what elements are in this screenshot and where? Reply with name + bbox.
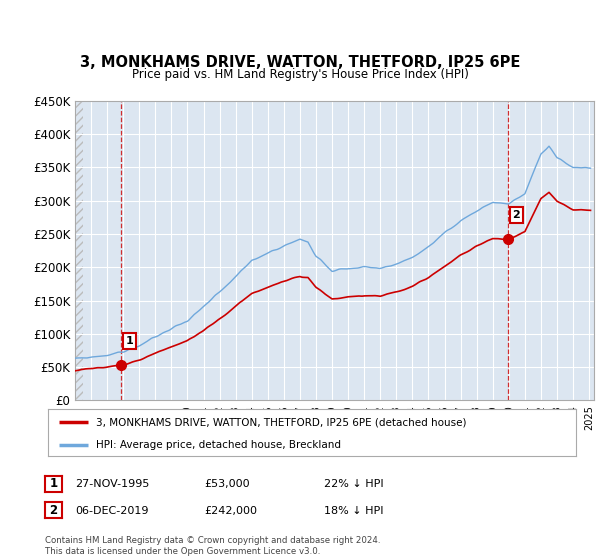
Text: 2: 2 bbox=[512, 210, 520, 220]
Text: £242,000: £242,000 bbox=[204, 506, 257, 516]
Text: 3, MONKHAMS DRIVE, WATTON, THETFORD, IP25 6PE: 3, MONKHAMS DRIVE, WATTON, THETFORD, IP2… bbox=[80, 55, 520, 70]
Text: 3, MONKHAMS DRIVE, WATTON, THETFORD, IP25 6PE (detached house): 3, MONKHAMS DRIVE, WATTON, THETFORD, IP2… bbox=[95, 417, 466, 427]
Text: Price paid vs. HM Land Registry's House Price Index (HPI): Price paid vs. HM Land Registry's House … bbox=[131, 68, 469, 81]
Text: 1: 1 bbox=[125, 336, 133, 346]
Bar bbox=[75, 101, 83, 400]
Text: 22% ↓ HPI: 22% ↓ HPI bbox=[324, 479, 383, 489]
Text: HPI: Average price, detached house, Breckland: HPI: Average price, detached house, Brec… bbox=[95, 440, 341, 450]
Text: Contains HM Land Registry data © Crown copyright and database right 2024.
This d: Contains HM Land Registry data © Crown c… bbox=[45, 536, 380, 556]
Text: 27-NOV-1995: 27-NOV-1995 bbox=[75, 479, 149, 489]
Text: 06-DEC-2019: 06-DEC-2019 bbox=[75, 506, 149, 516]
Text: 18% ↓ HPI: 18% ↓ HPI bbox=[324, 506, 383, 516]
Text: 2: 2 bbox=[49, 503, 58, 517]
Text: 1: 1 bbox=[49, 477, 58, 491]
Text: £53,000: £53,000 bbox=[204, 479, 250, 489]
